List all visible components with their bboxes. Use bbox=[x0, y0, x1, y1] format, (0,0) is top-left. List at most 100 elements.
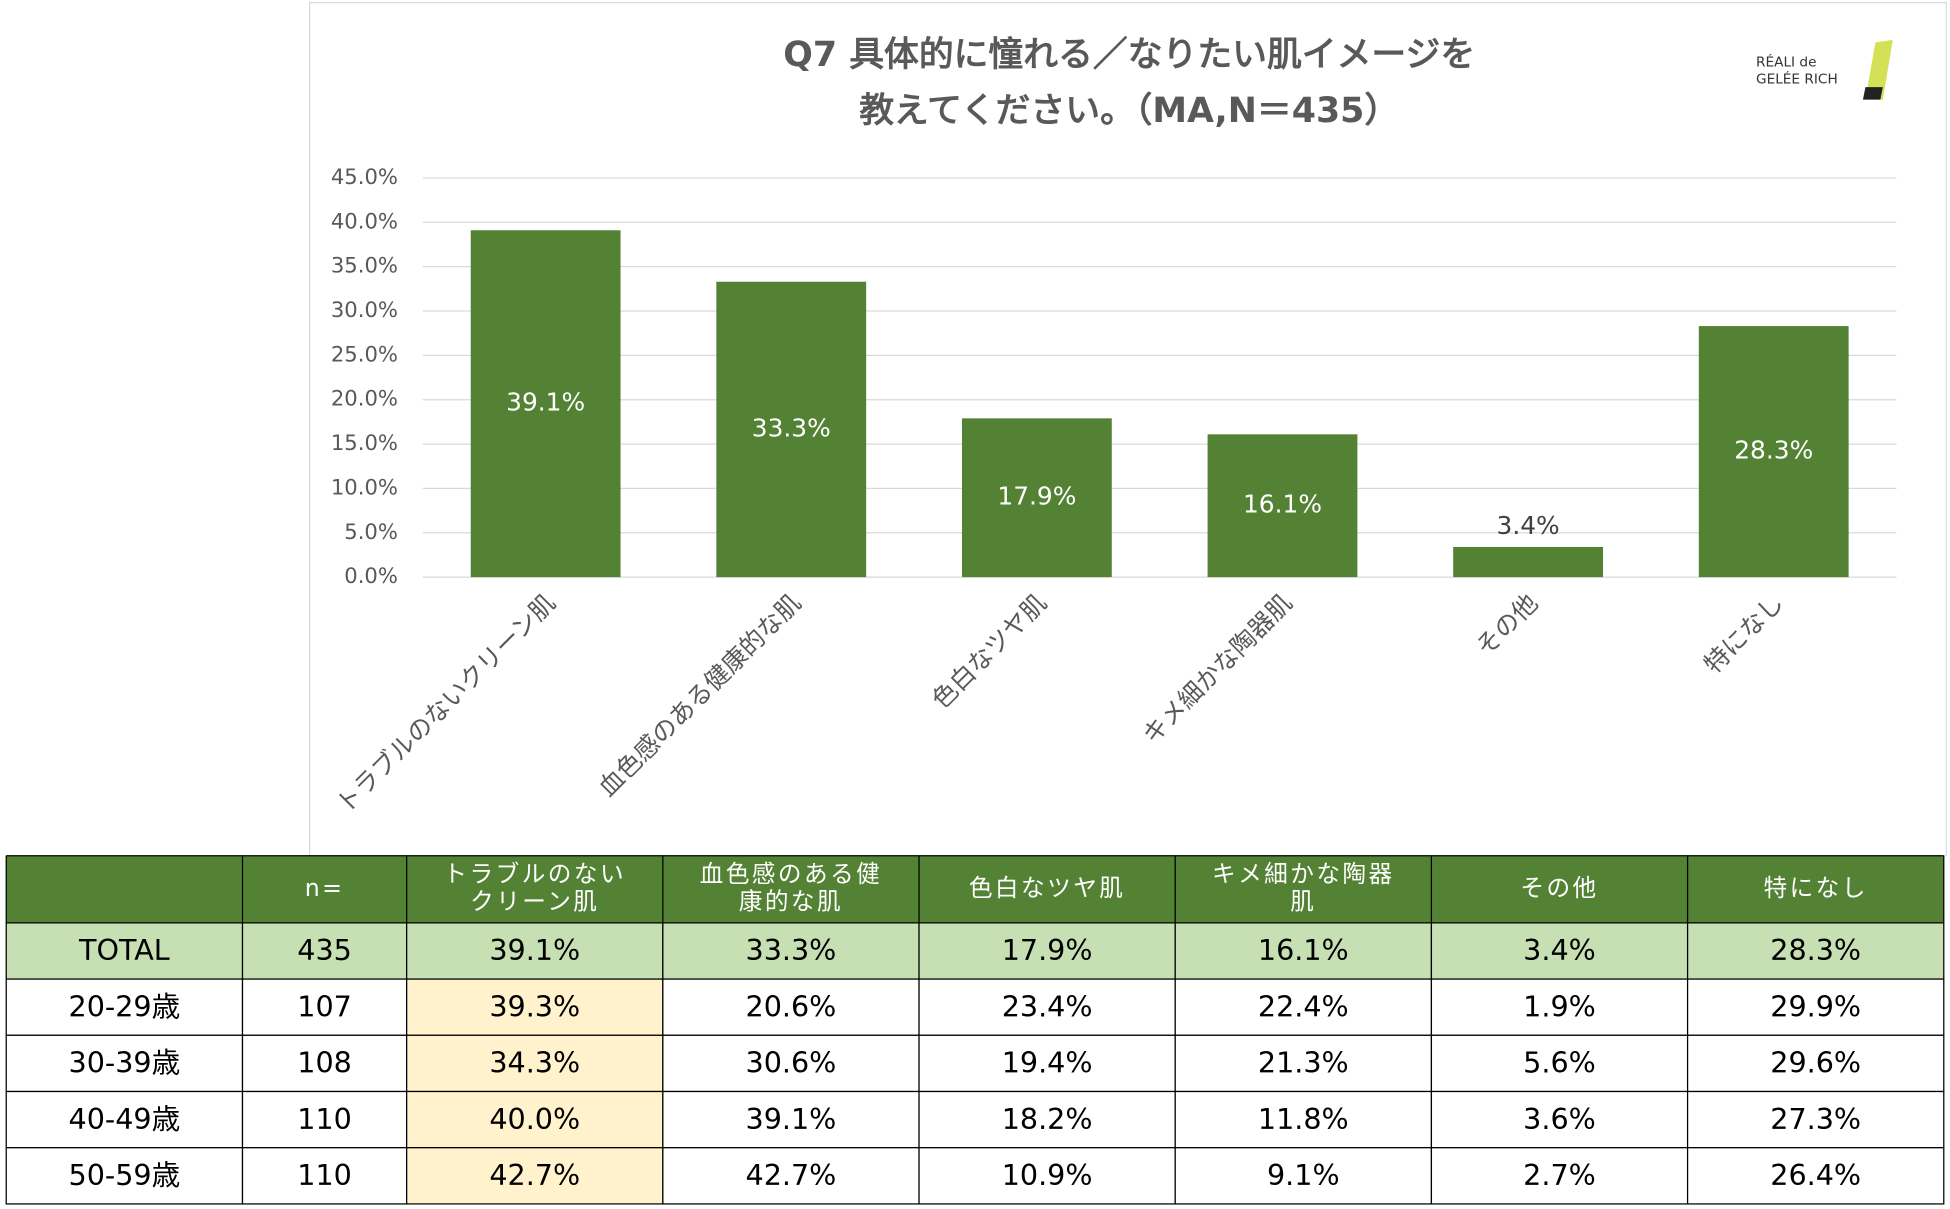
y-tick-label: 5.0% bbox=[344, 519, 398, 544]
table-cell-text: 39.3% bbox=[489, 989, 580, 1023]
y-tick-label: 15.0% bbox=[331, 430, 398, 455]
table-cell-text: 23.4% bbox=[1002, 989, 1093, 1023]
table-cell bbox=[1174, 1090, 1433, 1149]
y-tick-label: 10.0% bbox=[331, 474, 398, 499]
table-cell-text: 17.9% bbox=[1002, 933, 1093, 967]
logo-text: RÉALI de bbox=[1756, 52, 1817, 70]
table-cell-text: 29.9% bbox=[1770, 989, 1861, 1023]
table-cell bbox=[918, 1147, 1176, 1205]
table-cell-text: 435 bbox=[297, 933, 352, 967]
table-cell bbox=[1174, 1034, 1433, 1093]
table-cell-text: 19.4% bbox=[1002, 1046, 1093, 1080]
table-cell-text: 28.3% bbox=[1770, 933, 1861, 967]
table-cell bbox=[406, 978, 664, 1036]
chart-title: Q7 具体的に憧れる／なりたい肌イメージを bbox=[783, 35, 1475, 75]
table-cell bbox=[1686, 978, 1945, 1036]
y-tick-label: 25.0% bbox=[331, 341, 398, 366]
table-cell-text: 27.3% bbox=[1770, 1102, 1861, 1136]
table-cell bbox=[1430, 978, 1689, 1036]
table-cell bbox=[918, 978, 1176, 1036]
table-cell bbox=[1686, 1147, 1945, 1205]
table-cell bbox=[5, 1034, 244, 1093]
table-cell bbox=[918, 1090, 1176, 1149]
bar bbox=[716, 281, 867, 578]
logo-mark-base bbox=[1862, 87, 1883, 100]
table-cell-text: 33.3% bbox=[746, 933, 837, 967]
table-cell-text: 40-49歳 bbox=[69, 1102, 181, 1136]
y-tick-label: 35.0% bbox=[331, 253, 398, 278]
table-header: クリーン肌 bbox=[470, 887, 599, 915]
table-cell-text: 22.4% bbox=[1258, 989, 1349, 1023]
table-cell-text: 1.9% bbox=[1523, 989, 1596, 1023]
table-cell bbox=[241, 1147, 408, 1205]
table-cell-text: 42.7% bbox=[746, 1158, 837, 1192]
table-cell bbox=[406, 1034, 664, 1093]
table-cell-text: 11.8% bbox=[1258, 1102, 1349, 1136]
table-cell-text: 9.1% bbox=[1267, 1158, 1340, 1192]
table-cell-text: 20-29歳 bbox=[69, 989, 181, 1023]
data-label: 3.4% bbox=[1497, 511, 1560, 540]
table-cell bbox=[5, 1090, 244, 1149]
table-header: 血色感のある健 bbox=[700, 860, 883, 888]
table-cell bbox=[1174, 1147, 1433, 1205]
bar bbox=[470, 230, 621, 578]
table-cell-text: 21.3% bbox=[1258, 1046, 1349, 1080]
table-cell bbox=[5, 1147, 244, 1205]
table-header: その他 bbox=[1520, 874, 1598, 902]
table-cell-text: 39.1% bbox=[746, 1102, 837, 1136]
table-cell-text: 108 bbox=[297, 1046, 352, 1080]
table-cell bbox=[662, 922, 920, 980]
table-header: 色白なツヤ肌 bbox=[969, 874, 1126, 902]
table-cell bbox=[1430, 1147, 1689, 1205]
table-cell-text: 30.6% bbox=[746, 1046, 837, 1080]
table-cell-text: 42.7% bbox=[489, 1158, 580, 1192]
table-cell bbox=[1430, 922, 1689, 980]
y-tick-label: 0.0% bbox=[344, 563, 398, 588]
table-cell-text: 110 bbox=[297, 1158, 352, 1192]
y-tick-label: 45.0% bbox=[331, 164, 398, 189]
table-cell bbox=[662, 1090, 920, 1149]
y-tick-label: 40.0% bbox=[331, 208, 398, 233]
logo-mark bbox=[1865, 39, 1893, 100]
table-cell bbox=[241, 922, 408, 980]
table-header: トラブルのない bbox=[443, 860, 626, 888]
bar bbox=[961, 418, 1112, 578]
table-cell bbox=[1686, 1034, 1945, 1093]
table-cell-text: 20.6% bbox=[746, 989, 837, 1023]
table-cell-text: 110 bbox=[297, 1102, 352, 1136]
table-cell bbox=[406, 1147, 664, 1205]
table-cell bbox=[241, 978, 408, 1036]
data-label: 33.3% bbox=[752, 413, 831, 442]
table-cell-text: 30-39歳 bbox=[69, 1046, 181, 1080]
bar bbox=[1453, 546, 1604, 578]
table-cell-text: 40.0% bbox=[489, 1102, 580, 1136]
data-label: 28.3% bbox=[1734, 436, 1813, 465]
table-cell bbox=[5, 922, 244, 980]
table-cell bbox=[1686, 922, 1945, 980]
table-cell-text: TOTAL bbox=[78, 933, 170, 967]
data-label: 39.1% bbox=[506, 388, 585, 417]
table-cell bbox=[1430, 1034, 1689, 1093]
table-header: n= bbox=[305, 874, 345, 902]
table-cell-text: 26.4% bbox=[1770, 1158, 1861, 1192]
table-cell-text: 5.6% bbox=[1523, 1046, 1596, 1080]
table-cell-text: 18.2% bbox=[1002, 1102, 1093, 1136]
table-header: 康的な肌 bbox=[739, 887, 843, 915]
table-cell bbox=[5, 978, 244, 1036]
chart-title: 教えてください。（MA,N＝435） bbox=[859, 91, 1399, 131]
table-cell-text: 3.6% bbox=[1523, 1102, 1596, 1136]
table-cell-text: 34.3% bbox=[489, 1046, 580, 1080]
table-cell bbox=[1174, 922, 1433, 980]
data-label: 16.1% bbox=[1243, 490, 1322, 519]
table-cell-text: 50-59歳 bbox=[69, 1158, 181, 1192]
table-cell bbox=[662, 1147, 920, 1205]
table-cell-text: 29.6% bbox=[1770, 1046, 1861, 1080]
table-header: キメ細かな陶器 bbox=[1212, 860, 1395, 888]
y-tick-label: 20.0% bbox=[331, 386, 398, 411]
table-cell-text: 3.4% bbox=[1523, 933, 1596, 967]
table-header-bg bbox=[6, 855, 1944, 923]
data-label: 17.9% bbox=[997, 482, 1076, 511]
table-cell-text: 39.1% bbox=[489, 933, 580, 967]
table-cell-text: 2.7% bbox=[1523, 1158, 1596, 1192]
